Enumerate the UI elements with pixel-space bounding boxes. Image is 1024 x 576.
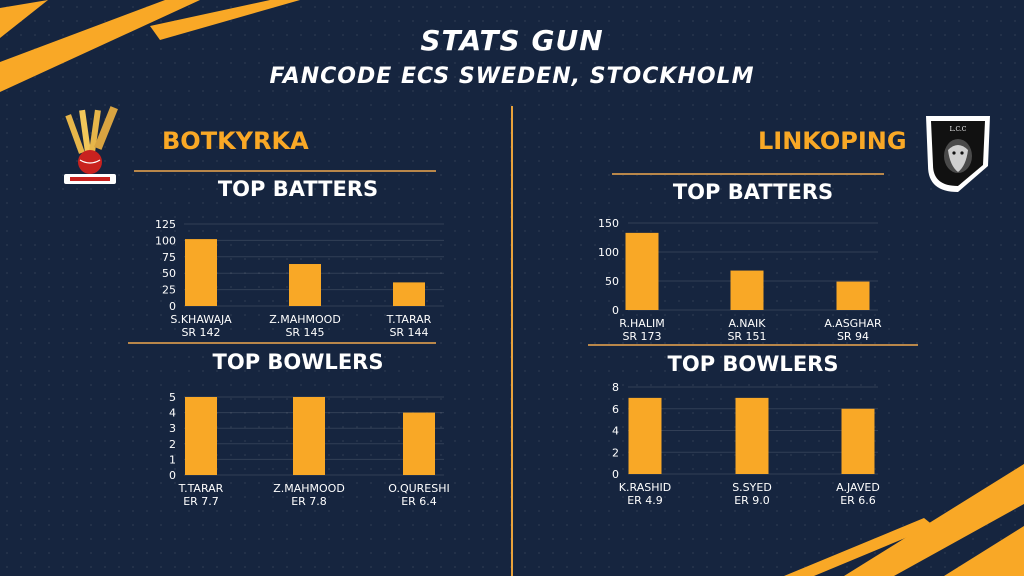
divider-left-top xyxy=(134,170,436,172)
section-title-left-bowlers: TOP BOWLERS xyxy=(212,350,384,374)
y-tick-label: 4 xyxy=(612,425,619,438)
x-sub-label: ER 7.8 xyxy=(291,495,327,508)
x-category-label: O.QURESHI xyxy=(388,482,450,495)
x-sub-label: ER 7.7 xyxy=(183,495,219,508)
x-category-label: S.SYED xyxy=(732,481,772,494)
linkoping-logo: L.C.C xyxy=(926,116,990,192)
x-sub-label: ER 6.6 xyxy=(840,494,876,507)
x-sub-label: SR 145 xyxy=(285,326,324,339)
bar xyxy=(185,397,217,475)
divider-right-mid xyxy=(588,344,918,346)
x-category-label: Z.MAHMOOD xyxy=(273,482,345,495)
section-title-right-batters: TOP BATTERS xyxy=(672,180,834,204)
divider-left-mid xyxy=(128,342,436,344)
y-tick-label: 2 xyxy=(169,438,176,451)
bar xyxy=(625,232,659,310)
y-tick-label: 50 xyxy=(162,267,176,280)
x-category-label: A.JAVED xyxy=(836,481,880,494)
x-category-label: Z.MAHMOOD xyxy=(269,313,341,326)
y-tick-label: 2 xyxy=(612,446,619,459)
y-tick-label: 0 xyxy=(169,300,176,313)
y-tick-label: 150 xyxy=(598,217,619,230)
x-sub-label: SR 94 xyxy=(837,330,869,343)
bar xyxy=(403,412,435,475)
x-sub-label: SR 142 xyxy=(181,326,220,339)
x-sub-label: SR 151 xyxy=(727,330,766,343)
team-name-linkoping: LINKOPING xyxy=(758,127,907,155)
y-tick-label: 1 xyxy=(169,453,176,466)
team-name-botkyrka: BOTKYRKA xyxy=(162,127,309,155)
x-category-label: T.TARAR xyxy=(386,313,432,326)
decor-stripes-bottom-right xyxy=(784,464,1024,576)
x-sub-label: ER 9.0 xyxy=(734,494,770,507)
bar xyxy=(735,397,769,474)
x-category-label: R.HALIM xyxy=(619,317,664,330)
center-divider xyxy=(511,106,513,576)
svg-text:L.C.C: L.C.C xyxy=(950,126,967,133)
bar xyxy=(628,397,662,474)
x-sub-label: ER 6.4 xyxy=(401,495,437,508)
x-sub-label: SR 144 xyxy=(389,326,428,339)
y-tick-label: 100 xyxy=(598,246,619,259)
page-title: STATS GUN xyxy=(420,24,604,57)
x-sub-label: ER 4.9 xyxy=(627,494,663,507)
bar xyxy=(293,397,325,475)
x-category-label: A.ASGHAR xyxy=(824,317,882,330)
x-category-label: S.KHAWAJA xyxy=(170,313,232,326)
bar xyxy=(185,239,217,306)
bar xyxy=(841,408,875,474)
section-title-left-batters: TOP BATTERS xyxy=(217,177,379,201)
bar xyxy=(730,270,764,310)
y-tick-label: 8 xyxy=(612,381,619,394)
x-sub-label: SR 173 xyxy=(622,330,661,343)
y-tick-label: 6 xyxy=(612,403,619,416)
section-title-right-bowlers: TOP BOWLERS xyxy=(667,352,839,376)
divider-right-top xyxy=(612,173,884,175)
x-category-label: T.TARAR xyxy=(178,482,224,495)
page-subtitle: FANCODE ECS SWEDEN, STOCKHOLM xyxy=(269,64,755,89)
y-tick-label: 100 xyxy=(155,234,176,247)
x-category-label: K.RASHID xyxy=(619,481,671,494)
botkyrka-logo xyxy=(64,106,118,184)
y-tick-label: 3 xyxy=(169,422,176,435)
y-tick-label: 50 xyxy=(605,275,619,288)
y-tick-label: 125 xyxy=(155,218,176,231)
y-tick-label: 0 xyxy=(612,304,619,317)
y-tick-label: 4 xyxy=(169,407,176,420)
y-tick-label: 0 xyxy=(169,469,176,482)
bar xyxy=(393,282,425,306)
y-tick-label: 25 xyxy=(162,284,176,297)
bar xyxy=(289,264,321,306)
y-tick-label: 5 xyxy=(169,391,176,404)
bar xyxy=(836,281,870,310)
x-category-label: A.NAIK xyxy=(728,317,766,330)
y-tick-label: 0 xyxy=(612,468,619,481)
decor-stripes-top-left xyxy=(0,0,300,92)
y-tick-label: 75 xyxy=(162,251,176,264)
